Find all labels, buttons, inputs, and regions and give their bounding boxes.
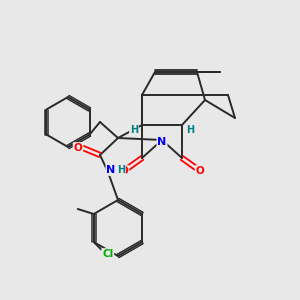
Text: N: N [106,165,116,175]
Text: Cl: Cl [102,249,113,259]
Text: H: H [130,125,138,135]
Text: O: O [74,143,82,153]
Text: O: O [120,166,128,176]
Text: N: N [158,137,166,147]
Text: H: H [186,125,194,135]
Text: H: H [117,165,125,175]
Text: O: O [196,166,204,176]
